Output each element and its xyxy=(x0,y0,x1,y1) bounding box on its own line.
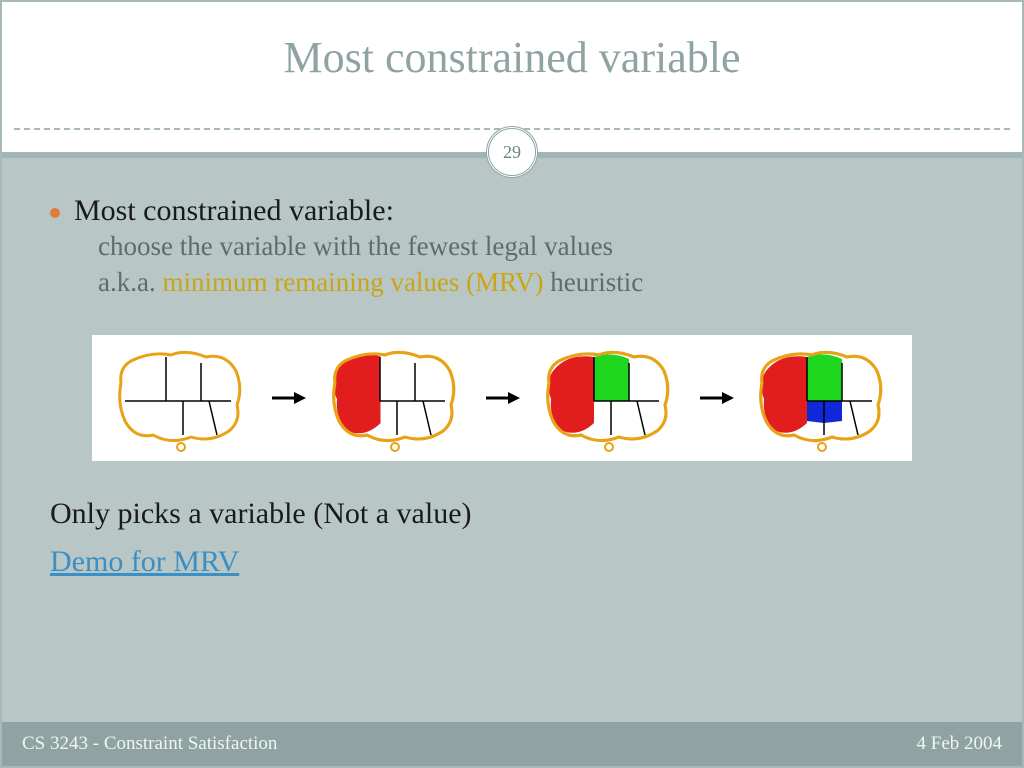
slide-title: Most constrained variable xyxy=(2,2,1022,83)
after-text: Only picks a variable (Not a value) xyxy=(50,497,974,531)
footer-right: 4 Feb 2004 xyxy=(917,733,1003,755)
aka-suffix: heuristic xyxy=(544,267,644,297)
page-number-badge: 29 xyxy=(486,126,538,178)
bullet-item: Most constrained variable: choose the va… xyxy=(50,194,974,301)
bullet-subtext-2: a.k.a. minimum remaining values (MRV) he… xyxy=(98,264,643,300)
arrow-icon xyxy=(270,388,306,408)
slide-footer: CS 3243 - Constraint Satisfaction 4 Feb … xyxy=(2,722,1022,766)
demo-link[interactable]: Demo for MRV xyxy=(50,545,239,579)
slide: Most constrained variable 29 Most constr… xyxy=(0,0,1024,768)
footer-left: CS 3243 - Constraint Satisfaction xyxy=(22,733,277,755)
bullet-subtext-1: choose the variable with the fewest lega… xyxy=(98,228,643,264)
arrow-icon xyxy=(484,388,520,408)
map-step-1 xyxy=(111,343,251,453)
slide-body: Most constrained variable: choose the va… xyxy=(2,152,1022,722)
aka-accent: minimum remaining values (MRV) xyxy=(162,267,543,297)
arrow-icon xyxy=(698,388,734,408)
slide-header: Most constrained variable 29 xyxy=(2,2,1022,152)
map-step-2 xyxy=(325,343,465,453)
map-step-4 xyxy=(752,343,892,453)
map-step-3 xyxy=(539,343,679,453)
aka-prefix: a.k.a. xyxy=(98,267,162,297)
maps-diagram xyxy=(92,335,912,461)
bullet-dot-icon xyxy=(50,208,60,218)
bullet-main-text: Most constrained variable: xyxy=(74,194,643,228)
